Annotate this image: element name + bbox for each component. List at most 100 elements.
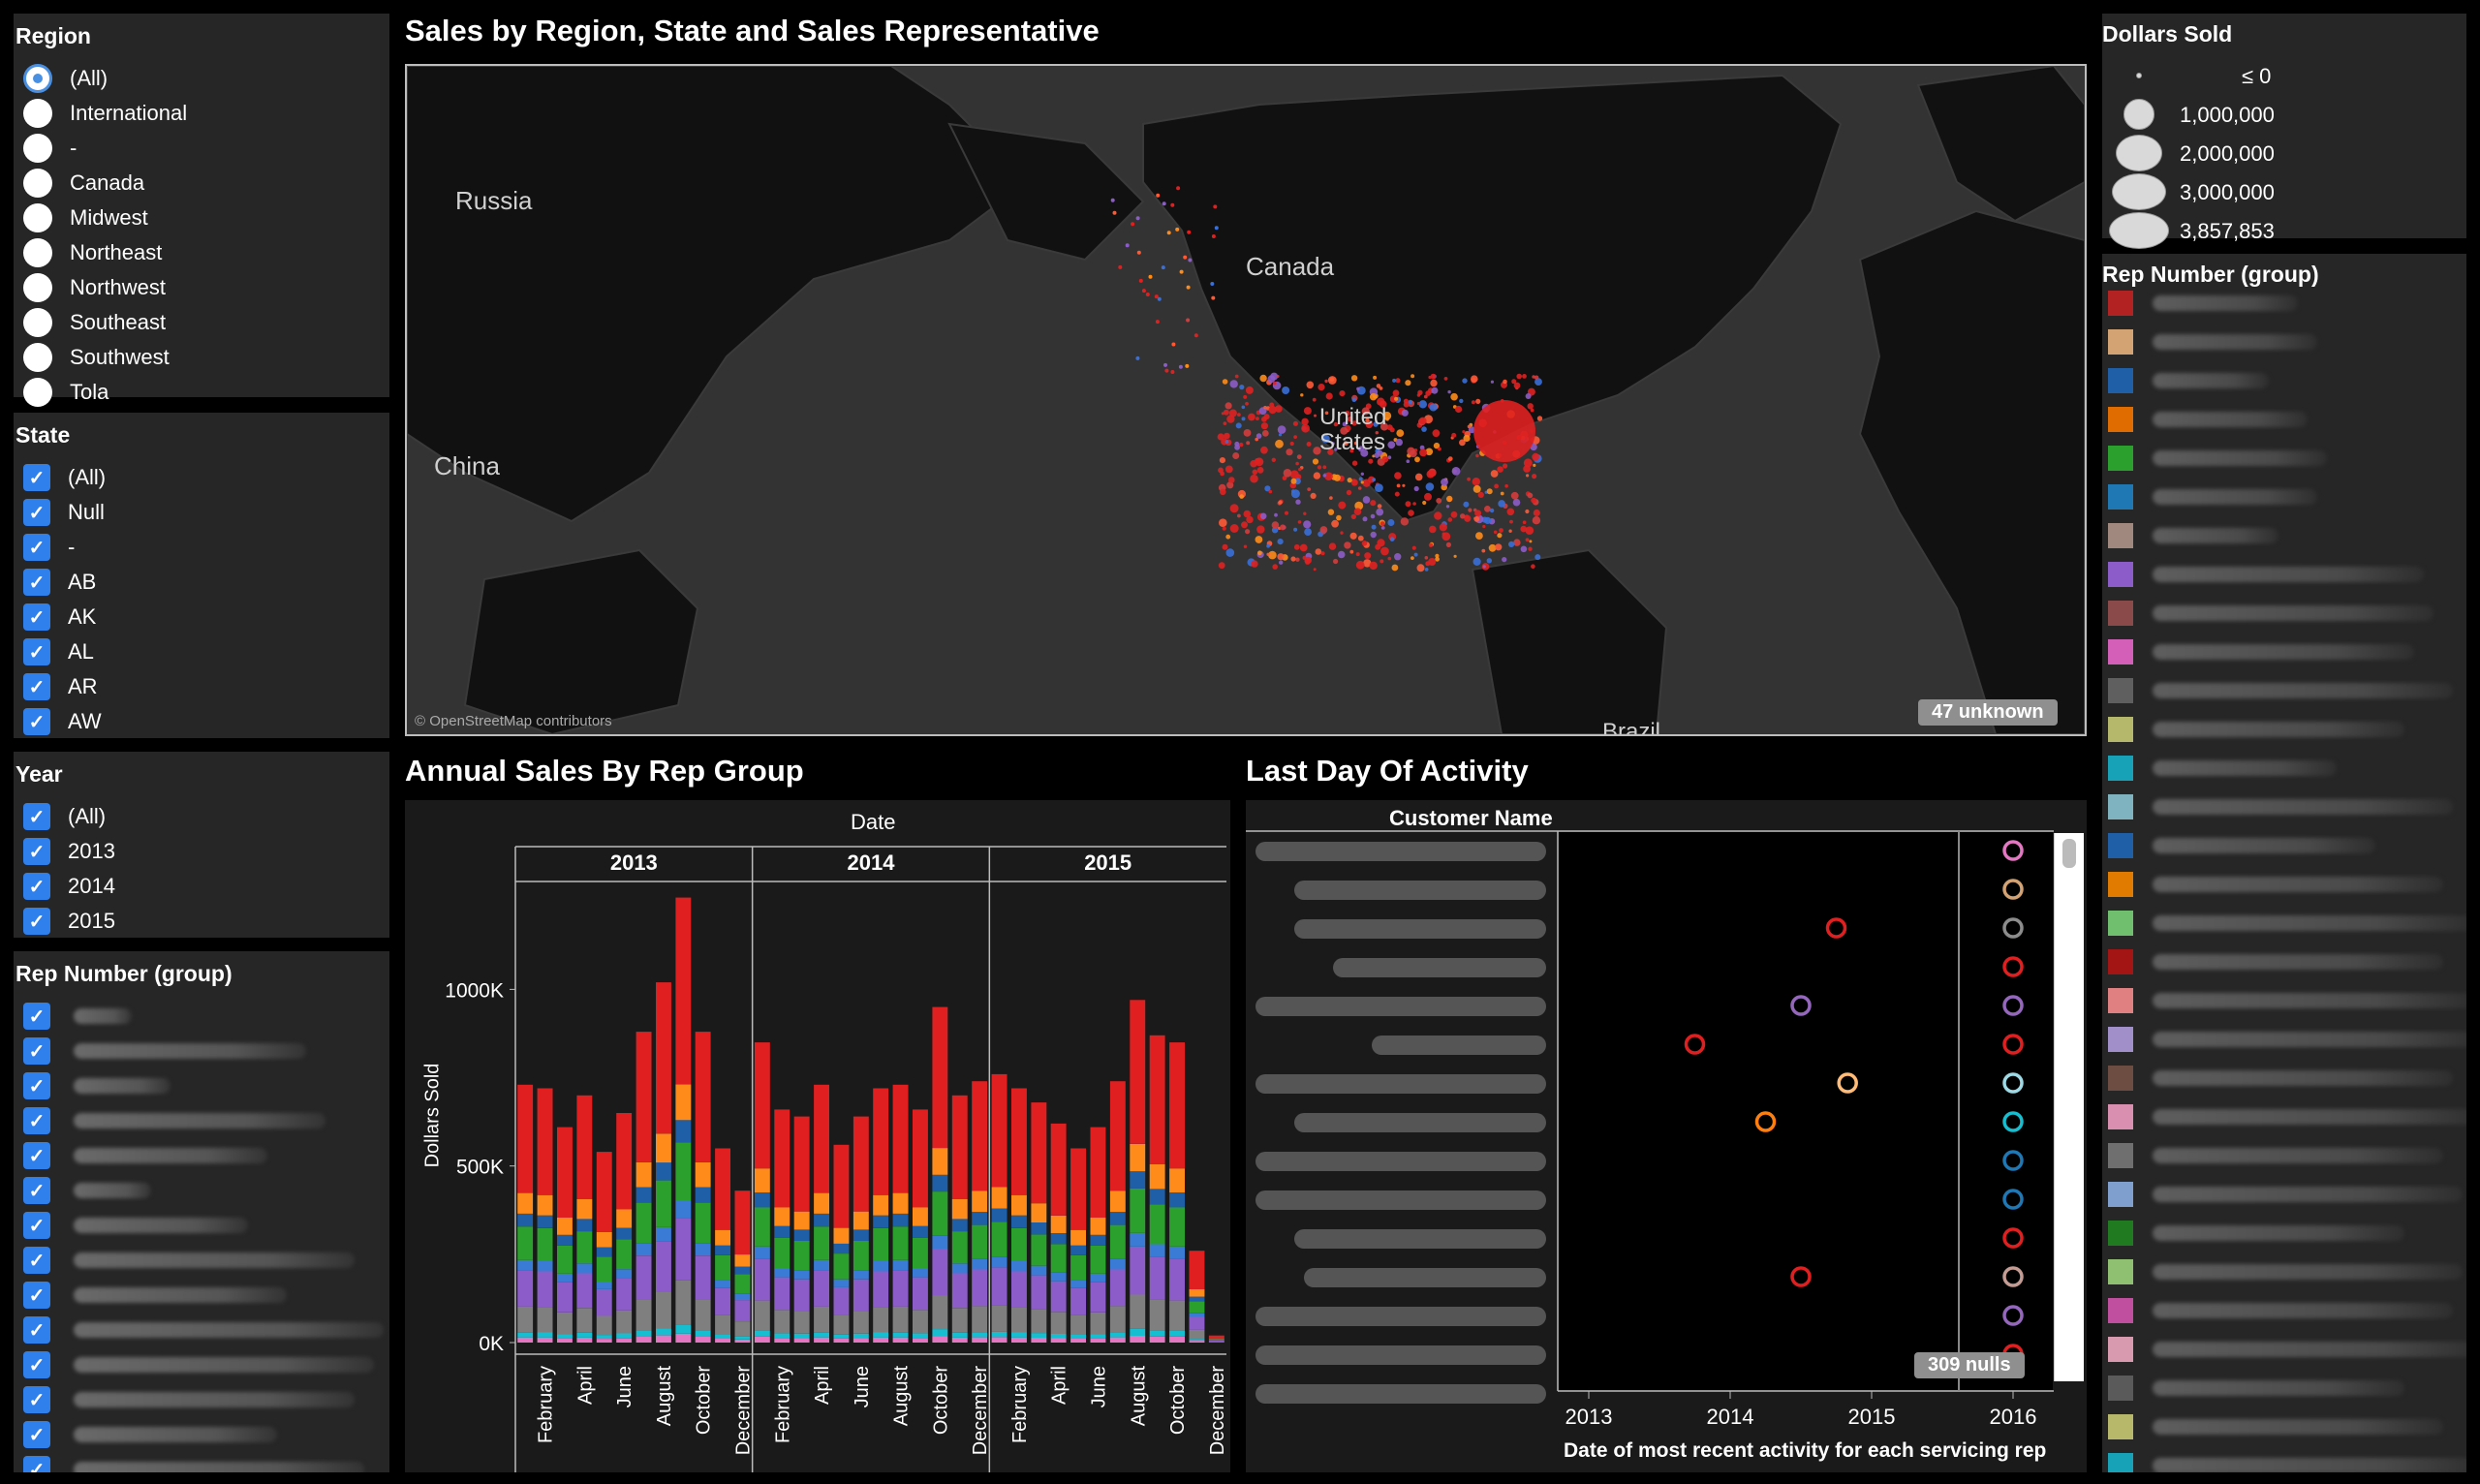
bar-segment[interactable] — [1031, 1275, 1047, 1310]
sales-dot[interactable] — [1414, 456, 1420, 463]
rep-group-option[interactable]: ✓ — [23, 1279, 287, 1312]
color-swatch[interactable] — [2108, 1027, 2133, 1052]
bar-segment[interactable] — [557, 1338, 573, 1343]
sales-dot[interactable] — [1279, 560, 1284, 565]
color-swatch[interactable] — [2108, 639, 2133, 665]
activity-point[interactable] — [1684, 1034, 1706, 1055]
rep-group-option[interactable]: ✓ — [23, 1209, 248, 1242]
radio-button[interactable] — [23, 169, 52, 198]
bar-segment[interactable] — [557, 1218, 573, 1235]
sales-dot[interactable] — [1365, 417, 1370, 423]
sales-dot[interactable] — [1228, 409, 1237, 417]
year-option[interactable]: ✓ 2015 — [23, 905, 115, 938]
sales-dot[interactable] — [1375, 483, 1383, 492]
color-legend-entry[interactable] — [2108, 1451, 2466, 1472]
sales-dot[interactable] — [1252, 469, 1258, 476]
bar-segment[interactable] — [1169, 1168, 1185, 1192]
sales-dot[interactable] — [1380, 521, 1385, 526]
activity-point[interactable] — [2002, 995, 2024, 1016]
sales-dot[interactable] — [1170, 202, 1175, 207]
sales-dot[interactable] — [1271, 527, 1279, 534]
sales-dot[interactable] — [1331, 442, 1335, 446]
bar-segment[interactable] — [951, 1337, 968, 1343]
sales-dot[interactable] — [1282, 386, 1290, 394]
sales-dot[interactable] — [1185, 363, 1190, 368]
sales-dot[interactable] — [1157, 296, 1162, 301]
sales-dot[interactable] — [1502, 557, 1507, 563]
sales-dot[interactable] — [1504, 483, 1508, 488]
bar-segment[interactable] — [1011, 1088, 1027, 1195]
bar-segment[interactable] — [1070, 1254, 1086, 1281]
bar-segment[interactable] — [675, 1084, 692, 1121]
bar-segment[interactable] — [774, 1310, 790, 1334]
sales-dot[interactable] — [1429, 525, 1437, 534]
bar-segment[interactable] — [852, 1333, 869, 1339]
bar-segment[interactable] — [1011, 1215, 1027, 1228]
bar-segment[interactable] — [852, 1311, 869, 1334]
bar-segment[interactable] — [576, 1308, 593, 1333]
sales-dot[interactable] — [1237, 513, 1241, 518]
activity-point[interactable] — [2002, 1150, 2024, 1171]
sales-dot[interactable] — [1243, 510, 1252, 518]
checkbox[interactable]: ✓ — [23, 1421, 50, 1448]
bar-segment[interactable] — [1189, 1296, 1205, 1302]
bar-segment[interactable] — [814, 1332, 829, 1338]
sales-dot[interactable] — [1431, 386, 1439, 394]
sales-dot[interactable] — [1381, 455, 1389, 463]
sales-dot[interactable] — [1500, 491, 1504, 496]
bar-segment[interactable] — [636, 1187, 652, 1203]
color-legend-entry[interactable] — [2108, 1064, 2453, 1093]
sales-dot[interactable] — [1534, 378, 1542, 386]
sales-dot[interactable] — [1430, 373, 1437, 380]
sales-dot[interactable] — [1241, 417, 1246, 421]
bar-segment[interactable] — [754, 1042, 770, 1169]
bar-segment[interactable] — [1050, 1338, 1067, 1344]
sales-dot[interactable] — [1289, 441, 1294, 447]
checkbox[interactable]: ✓ — [23, 908, 50, 935]
sales-dot[interactable] — [1349, 549, 1354, 554]
sales-dot[interactable] — [1358, 477, 1363, 481]
bar-segment[interactable] — [596, 1339, 612, 1343]
bar-segment[interactable] — [1070, 1148, 1086, 1230]
bar-segment[interactable] — [932, 1249, 948, 1296]
sales-dot[interactable] — [1520, 545, 1528, 553]
bar-segment[interactable] — [1031, 1309, 1047, 1334]
sales-dot[interactable] — [1450, 392, 1458, 401]
sales-dot[interactable] — [1268, 406, 1277, 415]
sales-dot[interactable] — [1435, 556, 1440, 562]
sales-dot[interactable] — [1410, 374, 1415, 379]
bar-segment[interactable] — [754, 1246, 770, 1259]
sales-dot[interactable] — [1350, 375, 1358, 382]
sales-dot[interactable] — [1138, 278, 1143, 283]
color-swatch[interactable] — [2108, 1182, 2133, 1207]
bar-segment[interactable] — [793, 1211, 810, 1230]
bar-segment[interactable] — [1031, 1102, 1047, 1204]
sales-dot[interactable] — [1297, 520, 1302, 524]
sales-dot[interactable] — [1451, 467, 1461, 476]
bar-segment[interactable] — [774, 1277, 790, 1311]
sales-dot[interactable] — [1306, 442, 1312, 447]
sales-dot[interactable] — [1278, 433, 1283, 437]
sales-dot[interactable] — [1322, 474, 1326, 478]
color-legend-entry[interactable] — [2108, 637, 2414, 666]
bar-segment[interactable] — [695, 1299, 711, 1331]
bar-segment[interactable] — [695, 1243, 711, 1256]
sales-dot[interactable] — [1377, 504, 1382, 509]
sales-dot[interactable] — [1223, 409, 1229, 416]
bar-segment[interactable] — [517, 1192, 534, 1214]
bar-segment[interactable] — [734, 1274, 751, 1294]
bar-segment[interactable] — [814, 1306, 829, 1333]
sales-dot[interactable] — [1400, 517, 1410, 526]
sales-dot[interactable] — [1447, 517, 1453, 522]
bar-segment[interactable] — [656, 1133, 671, 1163]
sales-dot[interactable] — [1301, 423, 1310, 433]
sales-dot[interactable] — [1416, 564, 1425, 572]
sales-dot[interactable] — [1324, 379, 1328, 384]
sales-dot[interactable] — [1467, 424, 1472, 429]
bar-segment[interactable] — [1050, 1123, 1067, 1216]
bar-segment[interactable] — [1031, 1338, 1047, 1343]
sales-dot[interactable] — [1362, 496, 1371, 504]
sales-dot[interactable] — [1156, 193, 1161, 198]
bar-segment[interactable] — [873, 1307, 889, 1333]
sales-dot[interactable] — [1353, 441, 1358, 446]
